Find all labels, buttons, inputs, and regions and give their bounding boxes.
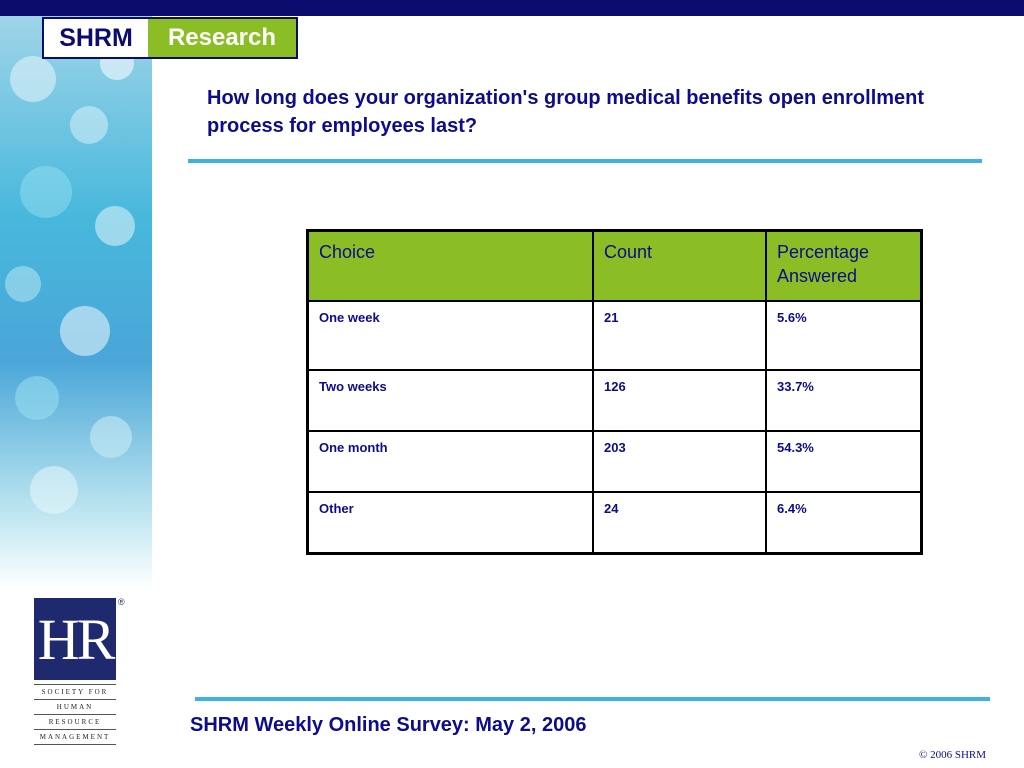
brand-research: Research	[148, 19, 296, 57]
footer-title: SHRM Weekly Online Survey: May 2, 2006	[190, 714, 587, 736]
decorative-sidebar	[0, 16, 152, 590]
cell-choice: Other	[306, 491, 594, 555]
header-percentage: Percentage Answered	[765, 229, 923, 302]
header-count: Count	[592, 229, 767, 302]
hr-logo-icon: HR	[34, 598, 116, 680]
header-choice: Choice	[306, 229, 594, 302]
cell-count: 203	[592, 430, 767, 493]
org-line-human: HUMAN	[34, 699, 116, 714]
org-name-block: SOCIETY FOR HUMAN RESOURCE MANAGEMENT	[34, 684, 116, 745]
table-header-row: Choice Count Percentage Answered	[306, 229, 923, 302]
top-divider	[188, 159, 982, 163]
results-table: Choice Count Percentage Answered One wee…	[306, 229, 923, 555]
cell-percentage: 5.6%	[765, 300, 923, 371]
registered-mark: ®	[118, 597, 125, 607]
org-line-management: MANAGEMENT	[34, 729, 116, 745]
table-row: One week 21 5.6%	[306, 300, 923, 371]
bottom-divider	[195, 697, 990, 701]
survey-question: How long does your organization's group …	[207, 87, 925, 137]
cell-count: 126	[592, 369, 767, 432]
cell-percentage: 6.4%	[765, 491, 923, 555]
cell-count: 21	[592, 300, 767, 371]
table-row: Other 24 6.4%	[306, 491, 923, 555]
cell-percentage: 33.7%	[765, 369, 923, 432]
table-row: Two weeks 126 33.7%	[306, 369, 923, 432]
org-line-resource: RESOURCE	[34, 714, 116, 729]
cell-choice: Two weeks	[306, 369, 594, 432]
top-bar	[0, 0, 1024, 16]
cell-choice: One month	[306, 430, 594, 493]
copyright-notice: © 2006 SHRM	[919, 749, 987, 761]
table-row: One month 203 54.3%	[306, 430, 923, 493]
brand-shrm: SHRM	[44, 19, 148, 57]
org-line-society: SOCIETY FOR	[34, 684, 116, 699]
shrm-research-logo: SHRM Research	[42, 17, 298, 59]
cell-choice: One week	[306, 300, 594, 371]
hr-logo-mark: HR	[37, 606, 116, 672]
cell-count: 24	[592, 491, 767, 555]
cell-percentage: 54.3%	[765, 430, 923, 493]
